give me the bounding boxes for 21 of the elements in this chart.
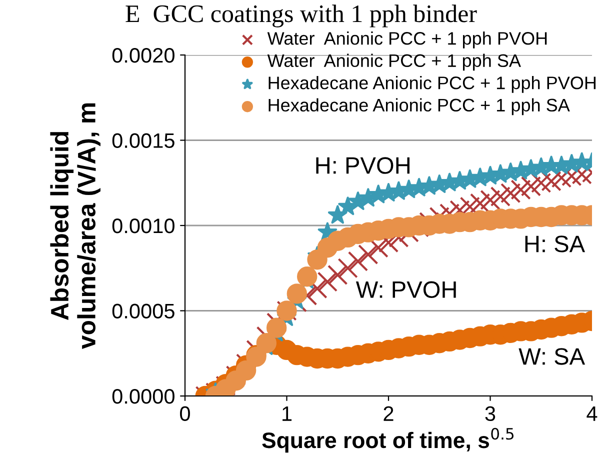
x-tick-label: 2	[384, 406, 394, 421]
x-tick-label: 3	[485, 406, 496, 422]
legend-label: Hexadecane Anionic PCC + 1 pph PVOH	[268, 76, 596, 93]
legend-label: Water Anionic PCC + 1 pph PVOH	[267, 32, 547, 48]
x-tick-label: 1	[282, 406, 292, 421]
y-tick-label: 0.0010	[112, 218, 174, 234]
annotation: W: SA	[518, 348, 586, 365]
legend-label: Water Anionic PCC + 1 pph SA	[267, 54, 521, 71]
y-tick-label: 0.0005	[112, 304, 174, 319]
x-axis-title: Square root of time, s$^{0.5}$	[262, 428, 514, 453]
y-axis-title: Absorbed liquid volume/area (V/A), m	[50, 103, 100, 350]
chart-title: E GCC coatings with 1 pph binder	[126, 4, 477, 28]
legend-label: Hexadecane Anionic PCC + 1 pph SA	[268, 98, 570, 116]
y-tick-label: 0.0015	[112, 133, 174, 148]
x-tick-label: 0	[180, 406, 190, 422]
annotation: H: SA	[525, 236, 586, 252]
y-tick-label: 0.0000	[112, 389, 174, 404]
x-tick-label: 4	[586, 406, 598, 421]
y-tick-label: 0.0020	[112, 48, 174, 63]
annotation: H: PVOH	[316, 157, 410, 174]
annotation: W: PVOH	[356, 281, 456, 298]
